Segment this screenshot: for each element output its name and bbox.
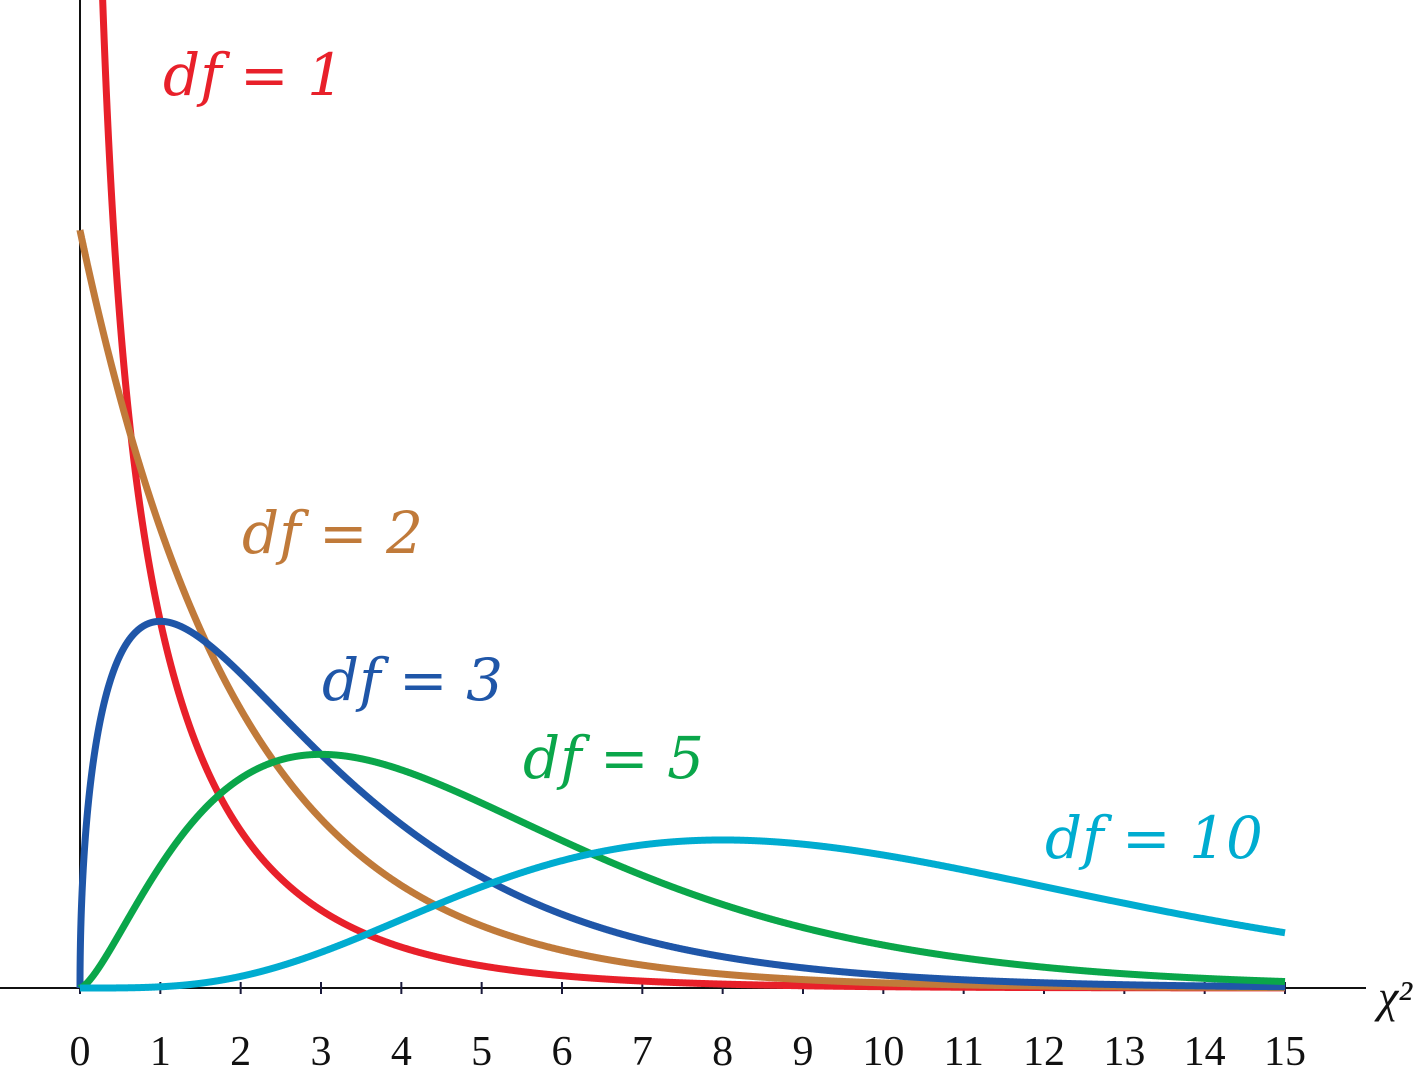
series-label-df-2: df = 2 [242, 499, 423, 567]
series-label-df-5: df = 5 [523, 724, 704, 792]
series-line-df-5 [76, 750, 1288, 992]
x-tick-label: 10 [862, 1029, 904, 1068]
series-line-df-10 [76, 836, 1288, 992]
series-label-df-10: df = 10 [1045, 804, 1263, 872]
x-tick-label: 2 [230, 1029, 251, 1068]
x-tick-label: 13 [1103, 1029, 1145, 1068]
x-tick-label: 4 [391, 1029, 412, 1068]
series-label-df-3: df = 3 [322, 646, 503, 714]
x-tick-label: 9 [793, 1029, 814, 1068]
x-tick-label: 6 [552, 1029, 573, 1068]
x-tick-label: 1 [150, 1029, 171, 1068]
x-tick-label: 15 [1264, 1029, 1306, 1068]
x-tick-label: 3 [311, 1029, 332, 1068]
x-axis-label: χ² [1374, 971, 1413, 1022]
x-tick-label: 11 [943, 1029, 983, 1068]
series-line-df-2 [76, 226, 1288, 992]
x-tick-label: 5 [471, 1029, 492, 1068]
x-tick-label: 12 [1023, 1029, 1065, 1068]
x-tick-label: 7 [632, 1029, 653, 1068]
series-line-df-3 [76, 617, 1288, 991]
x-tick-label: 14 [1184, 1029, 1226, 1068]
series-label-df-1: df = 1 [163, 41, 344, 109]
x-tick-label: 8 [712, 1029, 733, 1068]
x-tick-label: 0 [70, 1029, 91, 1068]
